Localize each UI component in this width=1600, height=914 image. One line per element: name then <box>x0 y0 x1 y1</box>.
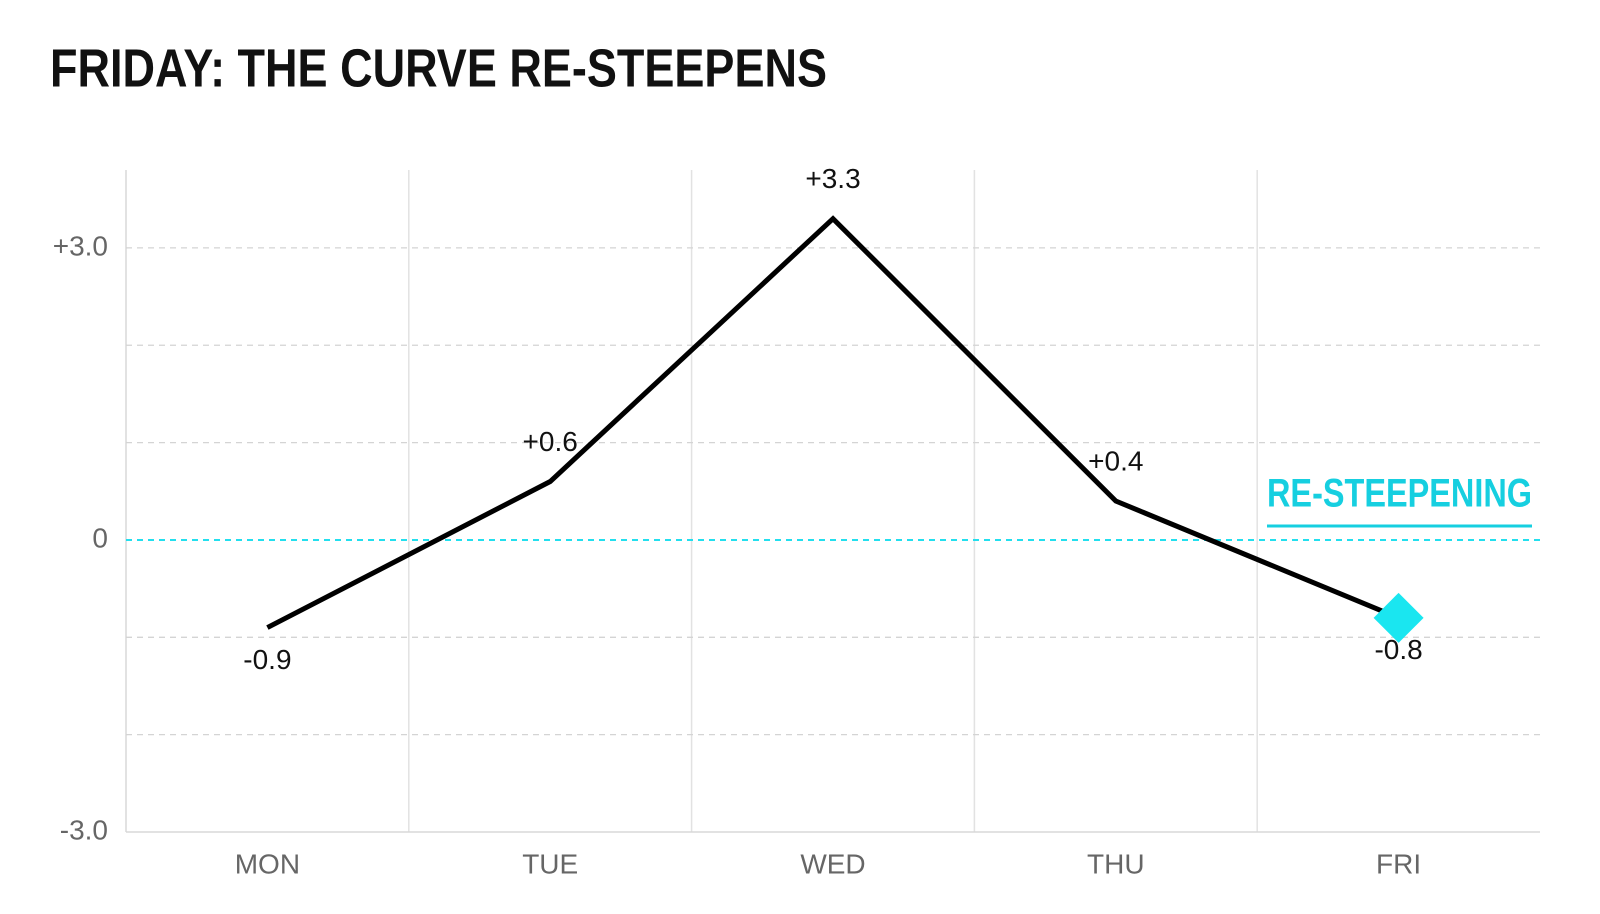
highlight-marker <box>1373 592 1424 643</box>
x-tick-label: MON <box>235 848 300 879</box>
value-label: +0.4 <box>1088 445 1143 476</box>
x-tick-label: FRI <box>1376 848 1421 879</box>
line-series <box>266 215 1400 630</box>
value-label: +3.3 <box>805 163 860 194</box>
x-tick-label: THU <box>1087 848 1145 879</box>
chart-title: FRIDAY: THE CURVE RE-STEEPENS <box>50 38 827 98</box>
value-label: -0.9 <box>243 644 291 675</box>
y-tick-label: +3.0 <box>53 230 108 261</box>
annotation: RE-STEEPENING <box>1267 472 1532 516</box>
x-tick-label: TUE <box>522 848 578 879</box>
y-tick-label: 0 <box>92 522 108 553</box>
y-tick-label: -3.0 <box>60 814 108 845</box>
x-tick-label: WED <box>800 848 865 879</box>
value-label: +0.6 <box>523 426 578 457</box>
